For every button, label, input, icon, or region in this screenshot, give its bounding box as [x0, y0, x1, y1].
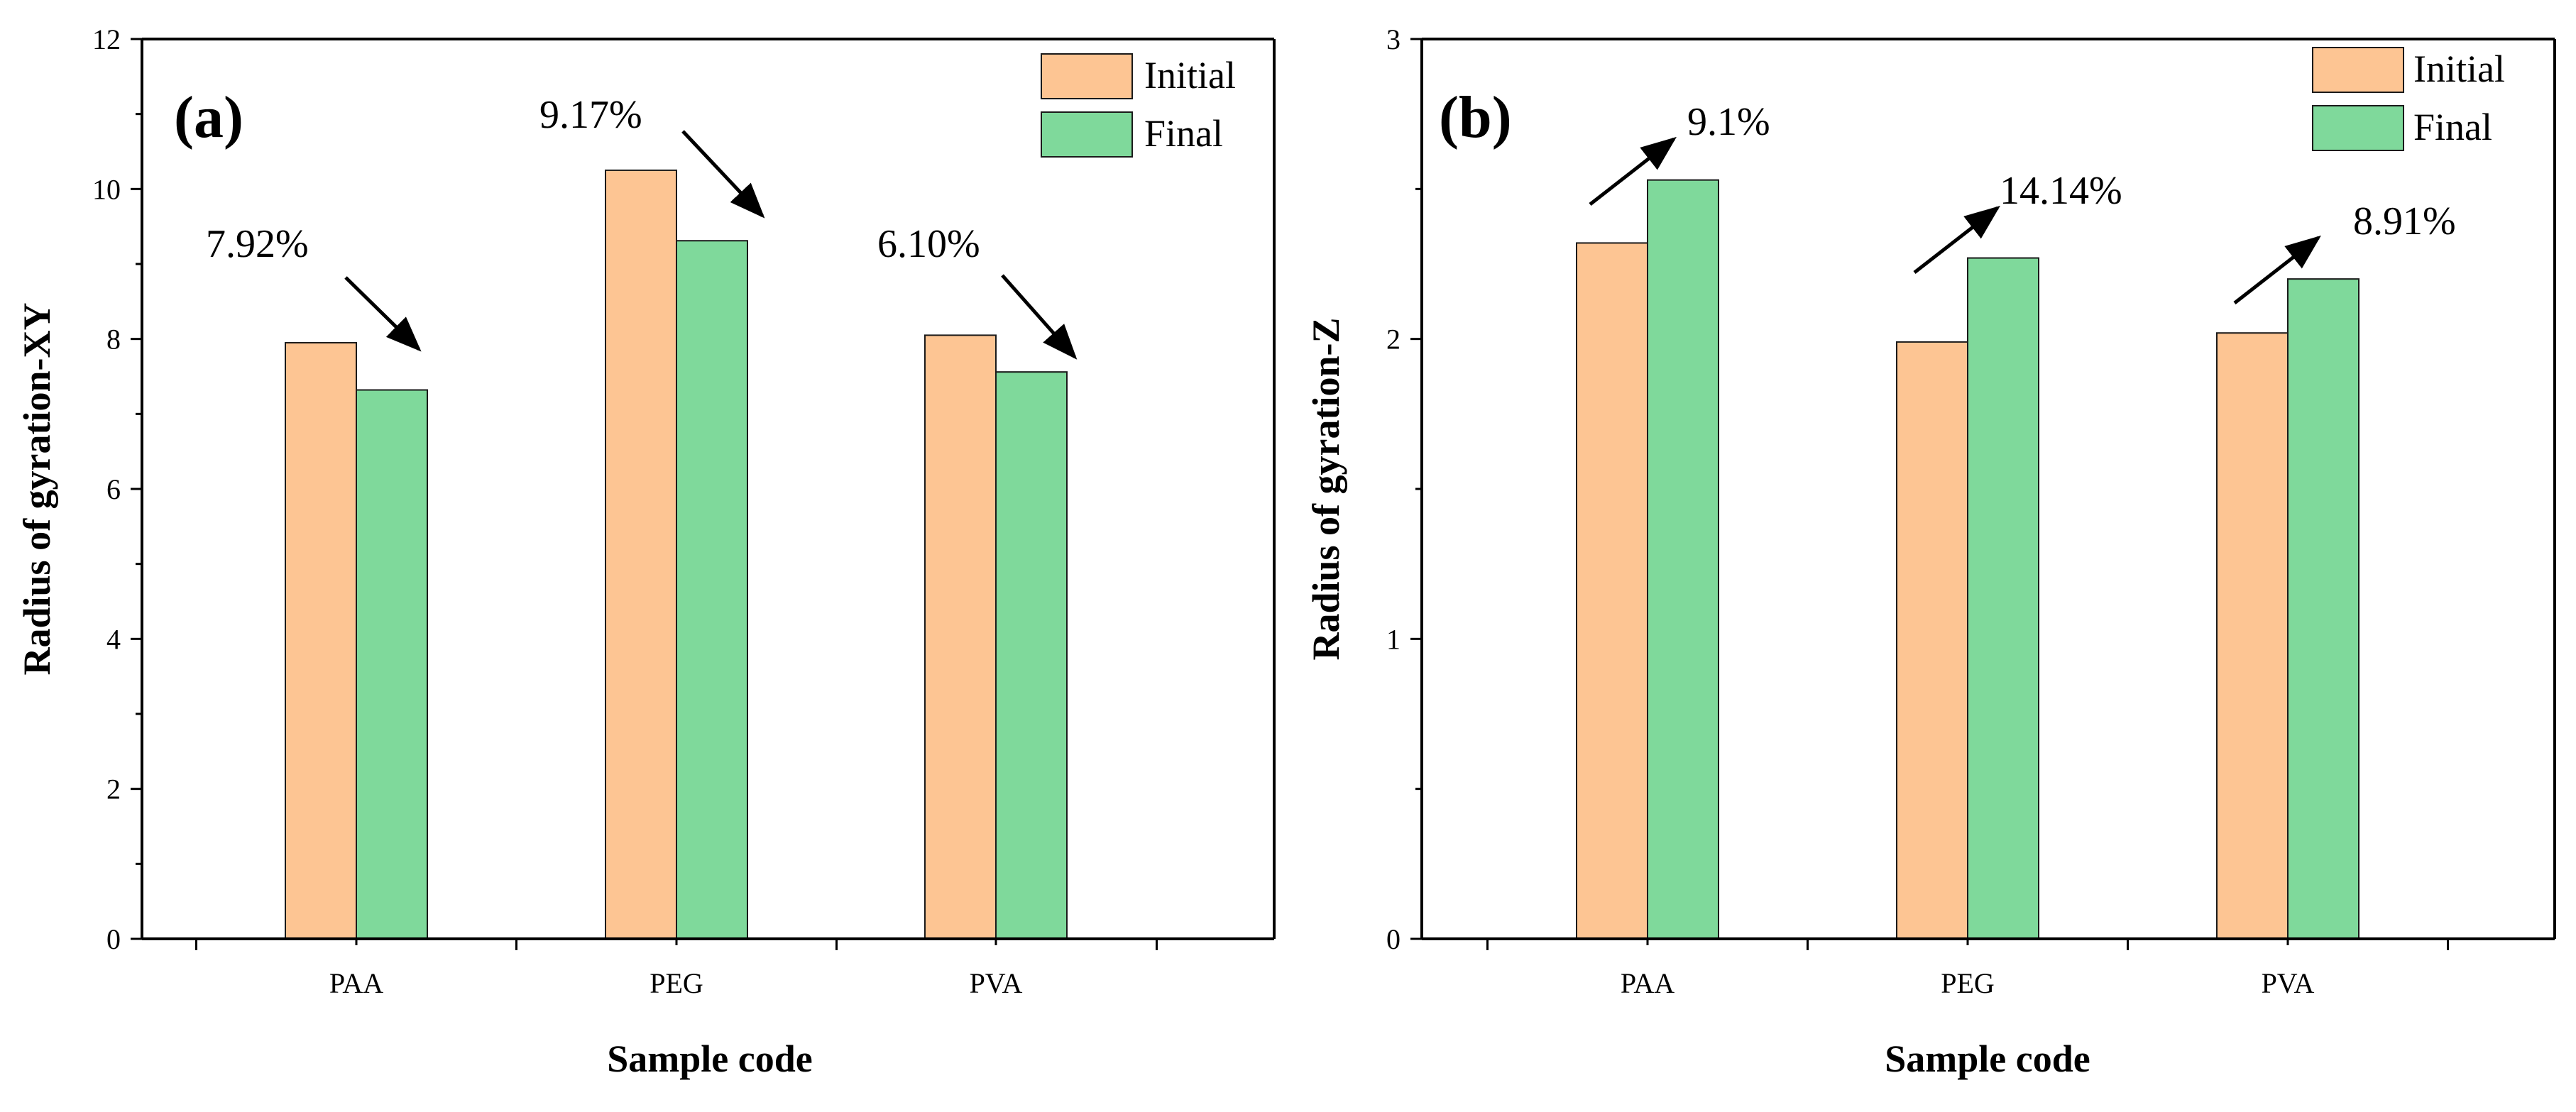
annotation-arrow-pva: [1001, 274, 1078, 360]
bar-initial-paa: [285, 341, 357, 940]
annotation-paa: 7.92%: [206, 222, 309, 266]
bar-final-pva: [2287, 278, 2359, 940]
annotation-arrow-peg: [681, 130, 765, 219]
y-tick-label: 2: [1386, 324, 1401, 356]
y-tick-label: 4: [106, 623, 121, 655]
bar-final-pva: [995, 371, 1068, 940]
legend-label-initial: Initial: [1144, 54, 1236, 97]
annotation-arrow-paa: [1589, 136, 1677, 206]
legend-label-final: Final: [1144, 112, 1223, 155]
annotation-peg: 14.14%: [2000, 169, 2122, 213]
legend-swatch-final: [1041, 111, 1133, 158]
annotation-arrow-paa: [344, 276, 422, 352]
x-axis-title: Sample code: [1885, 1037, 2090, 1080]
legend-label-initial: Initial: [2413, 48, 2505, 90]
annotation-pva: 6.10%: [877, 222, 980, 266]
panel-a: 0 2 4 6 8 10 12 PAA PEG PVA Sample code Radius of g…: [16, 23, 1276, 1080]
panel-label: (b): [1439, 84, 1512, 150]
bar-initial-peg: [1896, 341, 1968, 940]
bar-initial-pva: [924, 334, 997, 940]
x-tick-label-pva: PVA: [2262, 967, 2315, 999]
y-tick-label: 12: [92, 23, 121, 55]
annotation-peg: 9.17%: [539, 93, 642, 137]
x-tick-label-paa: PAA: [329, 967, 383, 999]
annotation-pva: 8.91%: [2353, 199, 2456, 243]
y-tick-label: 3: [1386, 23, 1401, 55]
bar-final-paa: [356, 389, 428, 940]
bar-final-peg: [1967, 257, 2039, 940]
y-tick-label: 0: [1386, 923, 1401, 955]
y-axis-title: Radius of gyration-Z: [1305, 317, 1347, 660]
bar-initial-peg: [605, 169, 677, 940]
legend-label-final: Final: [2413, 106, 2492, 148]
y-tick-label: 0: [106, 923, 121, 955]
y-tick-label: 10: [92, 173, 121, 205]
bar-final-peg: [676, 240, 748, 940]
y-tick-label: 1: [1386, 623, 1401, 655]
annotation-arrow-peg: [1913, 205, 2000, 274]
y-tick-label: 6: [106, 473, 121, 505]
annotation-paa: 9.1%: [1687, 100, 1770, 144]
bar-initial-paa: [1576, 242, 1648, 940]
x-axis-title: Sample code: [607, 1037, 813, 1080]
bar-final-paa: [1647, 179, 1719, 940]
x-tick-label-peg: PEG: [1941, 967, 1995, 999]
x-tick-label-peg: PEG: [650, 967, 703, 999]
x-tick-label-paa: PAA: [1621, 967, 1675, 999]
bar-initial-pva: [2216, 332, 2289, 940]
panel-label: (a): [174, 84, 243, 150]
y-tick-label: 2: [106, 774, 121, 805]
legend-swatch-initial: [1041, 53, 1133, 99]
panel-b: 0 1 2 3 PAA PEG PVA Sample code Radius of gyrati…: [1305, 23, 2556, 1080]
legend-swatch-final: [2312, 105, 2404, 151]
y-tick-label: 8: [106, 324, 121, 356]
annotation-arrow-pva: [2233, 235, 2321, 304]
legend-swatch-initial: [2312, 47, 2404, 93]
x-tick-label-pva: PVA: [970, 967, 1023, 999]
y-axis-title: Radius of gyration-XY: [16, 302, 58, 675]
